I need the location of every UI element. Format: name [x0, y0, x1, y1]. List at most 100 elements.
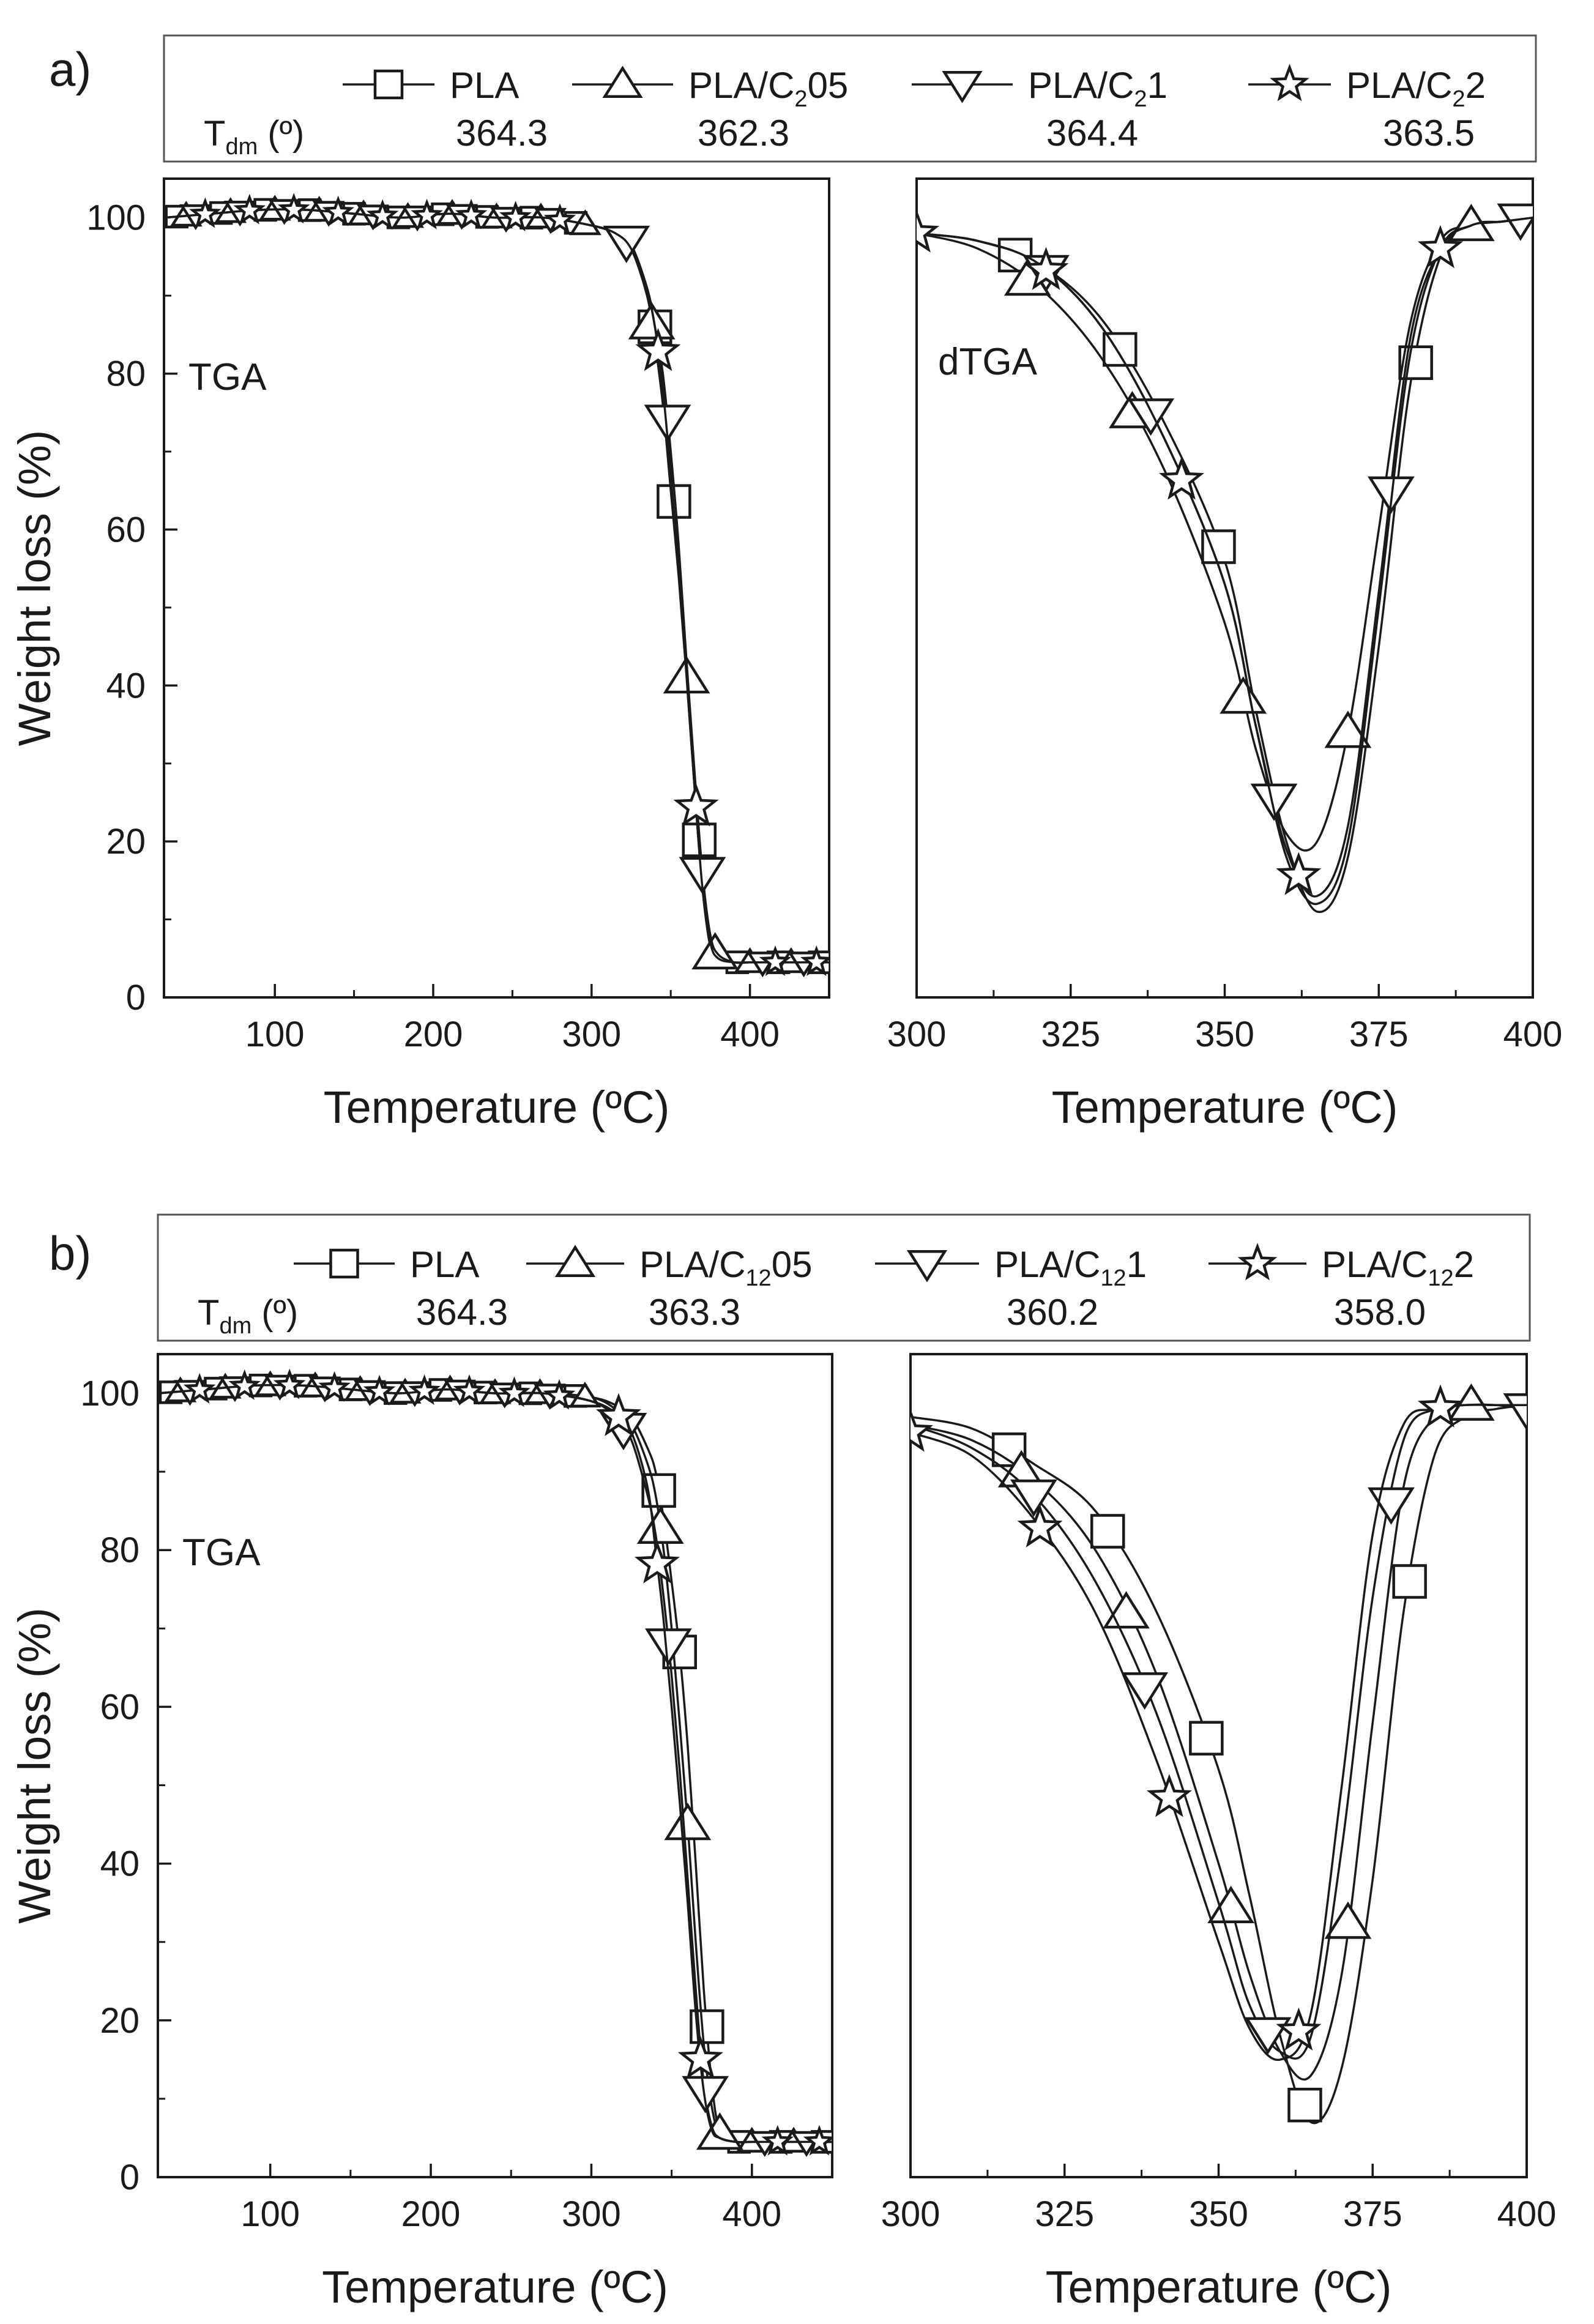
y-tick-label: 20 [100, 2001, 140, 2041]
x-tick-label: 400 [1503, 1015, 1563, 1054]
series-marker-PLA/C122 [183, 1372, 216, 1404]
legend-label-3: PLA/C122 [1322, 1244, 1474, 1291]
series-marker-PLA/C21 [603, 225, 650, 264]
x-axis-title: Temperature (ºC) [1052, 1082, 1398, 1133]
y-tick-label: 0 [126, 978, 146, 1018]
series-line-PLA [911, 1404, 1527, 2125]
tdm-value: 364.3 [416, 1292, 508, 1333]
series-marker-PLA/C22 [800, 945, 829, 976]
series-marker-PLA/C122 [677, 2036, 723, 2079]
x-tick-label: 325 [1035, 2194, 1094, 2234]
legend-label-1: PLA/C205 [688, 65, 848, 112]
series-marker-PLA/C122 [543, 1379, 576, 1410]
tdm-value: 362.3 [698, 113, 789, 154]
series-marker-PLA/C21 [644, 404, 691, 442]
legend-marker-star [1270, 64, 1309, 102]
legend-marker-triangle-down [906, 1250, 948, 1283]
x-tick-label: 200 [404, 1015, 463, 1054]
legend-label-2: PLA/C121 [994, 1244, 1147, 1291]
legend-label-0: PLA [410, 1244, 479, 1285]
tdm-label: Tdm (º) [198, 1293, 298, 1339]
plot-annotation: dTGA [938, 341, 1038, 383]
panel-label: b) [49, 1226, 91, 1280]
series-marker-PLA/C122 [273, 1368, 306, 1399]
plot-annotation: TGA [182, 1532, 261, 1574]
series-group [164, 193, 829, 978]
y-tick-label: 60 [106, 510, 146, 549]
legend-label-2: PLA/C21 [1028, 65, 1168, 112]
series-marker-PLA/C122 [634, 1540, 680, 1584]
x-tick-label: 300 [562, 1015, 621, 1054]
series-line-PLA/C1205 [911, 1403, 1527, 2081]
plot-frame [163, 177, 830, 999]
series-marker-PLA [1090, 1514, 1125, 1549]
series-marker-PLA/C22 [411, 198, 443, 229]
series-marker-PLA/C22 [1417, 225, 1464, 269]
x-tick-label: 350 [1195, 1015, 1254, 1054]
x-tick-label: 100 [245, 1015, 305, 1054]
series-marker-PLA/C1205 [664, 1803, 712, 1841]
legend-marker-square [329, 1248, 359, 1279]
series-marker-PLA/C122 [318, 1371, 351, 1402]
series-marker-PLA/C22 [1159, 456, 1204, 500]
series-marker-PLA/C122 [408, 1374, 441, 1405]
tdm-value: 363.5 [1383, 113, 1475, 154]
legend-box [157, 1213, 1531, 1342]
series-marker-PLA/C22 [543, 203, 576, 234]
series-marker-PLA/C22 [366, 199, 399, 230]
x-tick-label: 375 [1349, 1015, 1409, 1054]
series-marker-PLA/C122 [1276, 2007, 1322, 2051]
plot-b-dtga: 300 325 350 375 400 Temperature (ºC) [881, 1353, 1556, 2312]
series-marker-PLA/C122 [911, 1409, 934, 1452]
series-marker-PLA/C1205 [1324, 1901, 1372, 1939]
legend-label-1: PLA/C1205 [639, 1244, 812, 1291]
series-marker-PLA/C205 [628, 302, 676, 340]
x-tick-label: 350 [1189, 2194, 1248, 2234]
series-marker-PLA/C122 [803, 2125, 832, 2156]
series-marker-PLA/C22 [499, 201, 532, 232]
legend-marker-triangle-up [602, 65, 643, 99]
tdm-label: Tdm (º) [204, 114, 304, 160]
series-marker-PLA/C22 [635, 327, 681, 371]
series-marker-PLA/C22 [189, 197, 222, 228]
y-tick-label: 20 [106, 822, 146, 862]
series-marker-PLA/C1205 [636, 1506, 684, 1544]
series-marker-PLA/C122 [453, 1374, 486, 1405]
tdm-value: 358.0 [1334, 1292, 1426, 1333]
series-marker-PLA/C22 [322, 195, 354, 226]
series-marker-PLA/C22 [917, 209, 940, 253]
series-marker-PLA/C22 [455, 198, 488, 229]
legend-box [163, 34, 1537, 163]
y-tick-label: 40 [106, 666, 146, 706]
tdm-value: 364.3 [456, 113, 548, 154]
y-tick-label: 60 [100, 1687, 140, 1727]
series-marker-PLA/C122 [228, 1369, 261, 1400]
y-tick-label: 100 [80, 1374, 140, 1413]
x-axis-title: Temperature (ºC) [324, 1082, 670, 1133]
x-tick-label: 300 [881, 2194, 940, 2234]
series-marker-PLA/C22 [759, 945, 792, 976]
series-marker-PLA/C121 [682, 2076, 729, 2114]
tdm-value: 360.2 [1007, 1292, 1098, 1333]
series-group [917, 203, 1533, 914]
x-tick-label: 200 [401, 2194, 461, 2234]
legend-marker-triangle-down [942, 70, 983, 103]
y-axis-title: Weight loss (%) [9, 1607, 60, 1924]
series-marker-PLA/C205 [1220, 676, 1267, 714]
legend-marker-star [1237, 1243, 1278, 1281]
series-marker-PLA/C22 [277, 193, 310, 224]
series-marker-PLA/C21 [1250, 783, 1298, 821]
panel-a-legend: PLA PLA/C205 PLA/C21 PLA/C22 Tdm (º) 364.3 362… [163, 34, 1537, 163]
series-marker-PLA/C22 [673, 783, 719, 827]
series-marker-PLA [1392, 1564, 1427, 1599]
series-marker-PLA/C121 [1503, 1393, 1527, 1431]
plot-annotation: TGA [188, 356, 267, 398]
tdm-value: 364.4 [1046, 113, 1138, 154]
y-tick-label: 0 [120, 2158, 140, 2197]
y-tick-label: 80 [100, 1530, 140, 1570]
y-tick-label: 100 [86, 198, 146, 238]
series-marker-PLA/C22 [233, 193, 266, 225]
plot-a-tga: 100 200 300 400 0 20 40 60 80 100 Temperature (ºC)… [9, 177, 830, 1133]
x-axis-title: Temperature (ºC) [1046, 2262, 1392, 2312]
series-marker-PLA/C122 [1146, 1774, 1192, 1817]
